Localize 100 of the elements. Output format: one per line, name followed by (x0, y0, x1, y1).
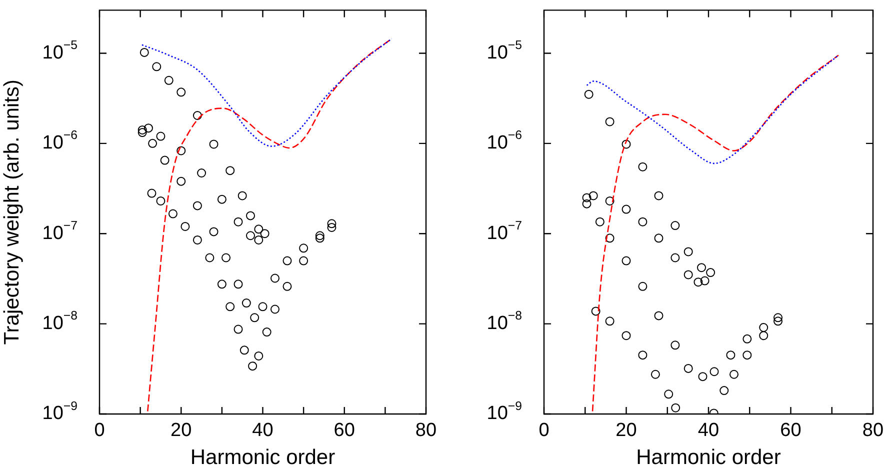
point (192, 235, 202, 244)
point (282, 256, 292, 266)
point (217, 194, 226, 204)
point (270, 274, 280, 283)
point (222, 253, 231, 262)
point (605, 117, 614, 126)
point (240, 346, 249, 355)
point (720, 386, 729, 396)
point (260, 229, 270, 238)
point (262, 328, 272, 337)
x-tick-label: 60 (780, 420, 802, 442)
point (638, 162, 648, 172)
point (605, 234, 614, 243)
point (694, 278, 703, 287)
point (144, 124, 153, 133)
point (176, 176, 186, 186)
point (248, 362, 258, 371)
point (670, 253, 680, 262)
point (588, 191, 598, 200)
point (205, 253, 214, 262)
point (226, 166, 235, 176)
point (591, 306, 600, 316)
point (774, 313, 782, 322)
point (140, 48, 149, 57)
point (684, 270, 693, 280)
point (697, 263, 706, 272)
x-tick-label: 0 (94, 420, 105, 442)
point (254, 351, 264, 360)
point (192, 201, 202, 210)
point (152, 62, 162, 72)
point (299, 244, 308, 253)
point (706, 268, 716, 278)
point (234, 280, 243, 289)
line-series (141, 38, 392, 147)
point (282, 282, 292, 291)
point (168, 209, 178, 218)
x-tick-label: 80 (862, 420, 884, 442)
point (684, 364, 693, 373)
point (582, 193, 592, 202)
point (595, 217, 604, 226)
point (156, 196, 166, 206)
point (730, 370, 738, 379)
point (217, 280, 226, 289)
point (622, 140, 631, 149)
x-axis-title: Harmonic order (190, 446, 336, 470)
point (638, 282, 648, 291)
point (700, 276, 710, 286)
point (270, 304, 280, 314)
point (774, 316, 782, 326)
line-series (586, 54, 840, 164)
point (710, 367, 719, 376)
point (654, 191, 664, 200)
x-tick-label: 60 (334, 420, 355, 442)
x-tick-label: 40 (252, 420, 274, 442)
point (670, 221, 680, 230)
point (654, 234, 664, 243)
point (226, 302, 235, 312)
point (148, 138, 158, 148)
point (176, 88, 186, 97)
point (327, 222, 336, 232)
point (197, 168, 206, 178)
point (654, 311, 664, 320)
point (582, 199, 592, 208)
point (209, 227, 218, 236)
point (327, 219, 336, 228)
point (138, 125, 147, 134)
point (180, 222, 190, 231)
point (242, 298, 251, 308)
point (192, 111, 202, 120)
point (638, 350, 648, 360)
x-tick-label: 0 (538, 420, 550, 442)
x-tick-label: 20 (616, 420, 637, 442)
point (664, 390, 674, 399)
point (584, 90, 594, 99)
y-axis-title: Trajectory weight (arb. units) (0, 79, 24, 345)
line-series (592, 54, 840, 412)
point (209, 140, 218, 149)
point (254, 235, 264, 244)
point (742, 350, 752, 360)
point (622, 331, 631, 340)
x-tick-label: 80 (415, 420, 437, 442)
point (246, 231, 256, 240)
point (156, 132, 166, 141)
point (684, 247, 693, 256)
point (650, 370, 660, 379)
point (299, 256, 308, 266)
x-tick-label: 20 (170, 420, 192, 442)
point (759, 323, 768, 332)
point (622, 256, 631, 266)
point (160, 156, 170, 165)
point (622, 204, 631, 214)
point (254, 224, 264, 234)
point (698, 372, 708, 382)
point (238, 191, 247, 200)
point (234, 217, 243, 226)
point (605, 196, 614, 206)
point (726, 350, 736, 360)
point (138, 128, 147, 138)
point (147, 188, 156, 198)
point (638, 217, 648, 226)
